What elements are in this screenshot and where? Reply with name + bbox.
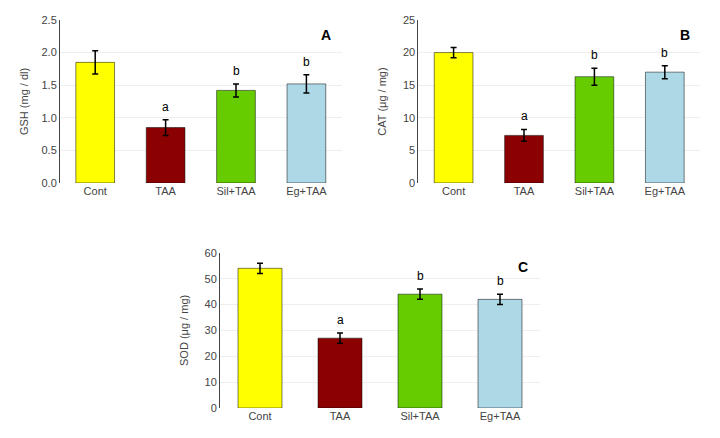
svg-text:2.0: 2.0 [42,46,57,58]
svg-text:b: b [661,46,668,60]
svg-text:0.5: 0.5 [42,144,57,156]
svg-text:50: 50 [205,273,217,285]
svg-text:C: C [518,259,528,275]
svg-text:0.0: 0.0 [42,177,57,189]
svg-text:b: b [497,274,504,288]
svg-text:20: 20 [403,46,415,58]
svg-text:Eg+TAA: Eg+TAA [286,185,327,197]
svg-text:Eg+TAA: Eg+TAA [480,410,521,422]
svg-text:a: a [162,100,169,114]
svg-text:Sil+TAA: Sil+TAA [216,185,256,197]
svg-text:30: 30 [205,324,217,336]
svg-text:CAT (μg / mg): CAT (μg / mg) [376,67,388,135]
svg-text:Cont: Cont [84,185,107,197]
svg-text:a: a [337,313,344,327]
svg-text:Cont: Cont [248,410,271,422]
svg-text:TAA: TAA [155,185,176,197]
svg-text:40: 40 [205,298,217,310]
svg-text:b: b [417,269,424,283]
svg-text:b: b [591,48,598,62]
svg-text:1.5: 1.5 [42,79,57,91]
svg-text:10: 10 [205,376,217,388]
svg-text:B: B [680,27,690,43]
svg-text:TAA: TAA [514,185,535,197]
svg-text:Cont: Cont [442,185,465,197]
svg-text:25: 25 [403,14,415,26]
svg-text:Sil+TAA: Sil+TAA [575,185,615,197]
svg-text:b: b [233,64,240,78]
svg-text:0: 0 [211,402,217,414]
svg-text:2.5: 2.5 [42,14,57,26]
svg-text:Sil+TAA: Sil+TAA [400,410,440,422]
svg-text:TAA: TAA [330,410,351,422]
svg-text:60: 60 [205,247,217,259]
svg-text:b: b [303,55,310,69]
svg-text:a: a [521,109,528,123]
svg-text:GSH (mg / dl): GSH (mg / dl) [18,68,30,135]
svg-text:SOD (μg / mg): SOD (μg / mg) [178,295,190,366]
svg-text:Eg+TAA: Eg+TAA [645,185,686,197]
svg-text:15: 15 [403,79,415,91]
svg-text:0: 0 [409,177,415,189]
svg-text:10: 10 [403,112,415,124]
svg-text:20: 20 [205,350,217,362]
svg-text:5: 5 [409,144,415,156]
svg-text:1.0: 1.0 [42,112,57,124]
svg-text:A: A [321,27,331,43]
